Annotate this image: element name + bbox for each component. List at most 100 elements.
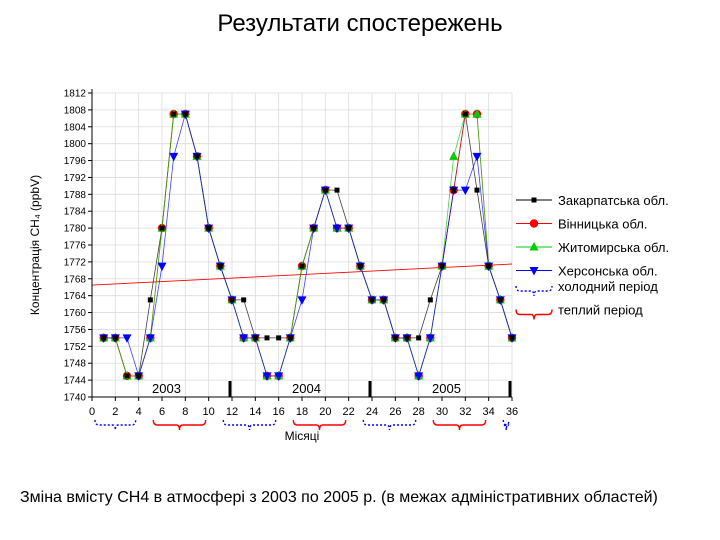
- slide-caption: Зміна вмісту СН4 в атмосфері з 2003 по 2…: [20, 489, 658, 506]
- data-point-triangle-down: [122, 334, 132, 343]
- year-label: 2005: [432, 381, 461, 396]
- period-brackets-group: [94, 419, 510, 431]
- x-tick-label: 4: [136, 406, 142, 418]
- y-tick-label: 1784: [64, 207, 87, 218]
- data-point-square: [404, 335, 410, 341]
- x-tick-label: 6: [159, 406, 165, 418]
- legend-label-2: Вінницька обл.: [558, 217, 648, 232]
- data-point-square: [497, 297, 503, 303]
- data-point-triangle-down: [157, 262, 167, 272]
- warm-period-brace: [432, 419, 487, 431]
- data-point-triangle-down: [529, 267, 539, 276]
- data-point-square: [159, 225, 165, 231]
- x-tick-label: 26: [389, 406, 401, 418]
- y-tick-label: 1800: [64, 139, 87, 150]
- y-tick-label: 1748: [64, 359, 87, 370]
- legend: Закарпатська обл. Вінницька обл. Житомирсь…: [515, 193, 669, 320]
- y-tick-label: 1764: [64, 291, 87, 302]
- y-tick-label: 1788: [64, 190, 87, 201]
- y-tick-label: 1752: [64, 342, 87, 353]
- y-tick-label: 1760: [64, 308, 87, 319]
- y-tick-label: 1776: [64, 241, 87, 252]
- y-tick-label: 1780: [64, 224, 87, 235]
- data-point-triangle-down: [145, 334, 155, 343]
- data-point-square: [276, 335, 282, 341]
- y-tick-label: 1808: [64, 105, 87, 116]
- data-point-square: [264, 335, 270, 341]
- data-point-square: [171, 111, 177, 117]
- data-point-square: [427, 297, 433, 303]
- y-tick-label: 1792: [64, 173, 87, 184]
- series-line-3: [103, 113, 513, 378]
- legend-period-label-1: холодний період: [558, 279, 658, 294]
- series-group: [99, 109, 517, 381]
- data-point-square: [194, 153, 200, 159]
- x-tick-label: 32: [459, 406, 471, 418]
- slide-title: Результати спостережень: [217, 10, 503, 37]
- cold-period-brace: [222, 419, 277, 431]
- data-point-square: [392, 335, 398, 341]
- x-tick-label: 2: [112, 406, 118, 418]
- x-tick-label: 16: [273, 406, 285, 418]
- year-label: 2003: [152, 381, 181, 396]
- x-tick-label: 0: [89, 406, 95, 418]
- series-markers-1: [101, 111, 515, 379]
- data-point-triangle-down: [472, 152, 482, 162]
- data-point-triangle-down: [239, 334, 249, 343]
- data-point-square: [322, 187, 328, 193]
- x-tick-label: 36: [506, 406, 518, 418]
- cold-period-brace: [362, 419, 417, 431]
- data-point-square: [252, 335, 258, 341]
- data-point-square: [486, 263, 492, 269]
- data-point-square: [509, 335, 515, 341]
- data-point-square: [112, 335, 118, 341]
- data-point-square: [346, 225, 352, 231]
- legend-period-brace-2: [515, 309, 553, 320]
- y-tick-label: 1772: [64, 257, 87, 268]
- data-point-triangle-up: [449, 151, 459, 160]
- legend-label-3: Житомирська обл.: [558, 240, 669, 255]
- data-point-circle: [529, 219, 539, 228]
- data-point-triangle-down: [425, 334, 435, 343]
- data-point-square: [357, 263, 363, 269]
- y-tick-label: 1768: [64, 274, 87, 285]
- data-point-triangle-down: [262, 372, 272, 381]
- data-point-square: [287, 335, 293, 341]
- data-point-square: [136, 373, 142, 379]
- data-point-triangle-down: [274, 372, 284, 381]
- x-tick-label: 30: [436, 406, 448, 418]
- x-tick-label: 12: [226, 406, 238, 418]
- data-point-square: [206, 225, 212, 231]
- data-point-square: [462, 111, 468, 117]
- legend-period-brace-1: [515, 285, 553, 297]
- data-point-triangle-down: [460, 186, 470, 196]
- data-point-square: [101, 335, 107, 341]
- x-tick-label: 24: [366, 406, 378, 418]
- data-point-square: [451, 187, 457, 193]
- series-line-4: [103, 112, 513, 378]
- data-point-square: [182, 111, 188, 117]
- legend-label-1: Закарпатська обл.: [558, 193, 669, 208]
- data-point-triangle-down: [414, 372, 424, 381]
- year-labels-group: 2003 2004 2005: [152, 381, 512, 397]
- y-tick-label: 1796: [64, 156, 87, 167]
- x-tick-label: 14: [249, 406, 261, 418]
- y-tick-label: 1812: [64, 89, 87, 100]
- grid-lines: [91, 92, 513, 398]
- x-tick-label: 10: [203, 406, 215, 418]
- year-label: 2004: [292, 381, 321, 396]
- data-point-square: [334, 187, 340, 193]
- axes-group: 1740 1744 1748 1752 1756 1760 1764 1768 1772 1776…: [28, 89, 518, 444]
- data-point-square: [531, 197, 537, 203]
- data-point-square: [229, 297, 235, 303]
- cold-period-brace: [502, 419, 510, 431]
- x-tick-label: 28: [413, 406, 425, 418]
- x-tick-label: 18: [296, 406, 308, 418]
- data-point-square: [311, 225, 317, 231]
- data-point-square: [124, 373, 130, 379]
- warm-period-brace: [292, 419, 347, 431]
- y-axis-label: Концентрація СН₄ (ppbV): [28, 175, 42, 315]
- y-tick-label: 1756: [64, 325, 87, 336]
- data-point-triangle-down: [297, 296, 307, 305]
